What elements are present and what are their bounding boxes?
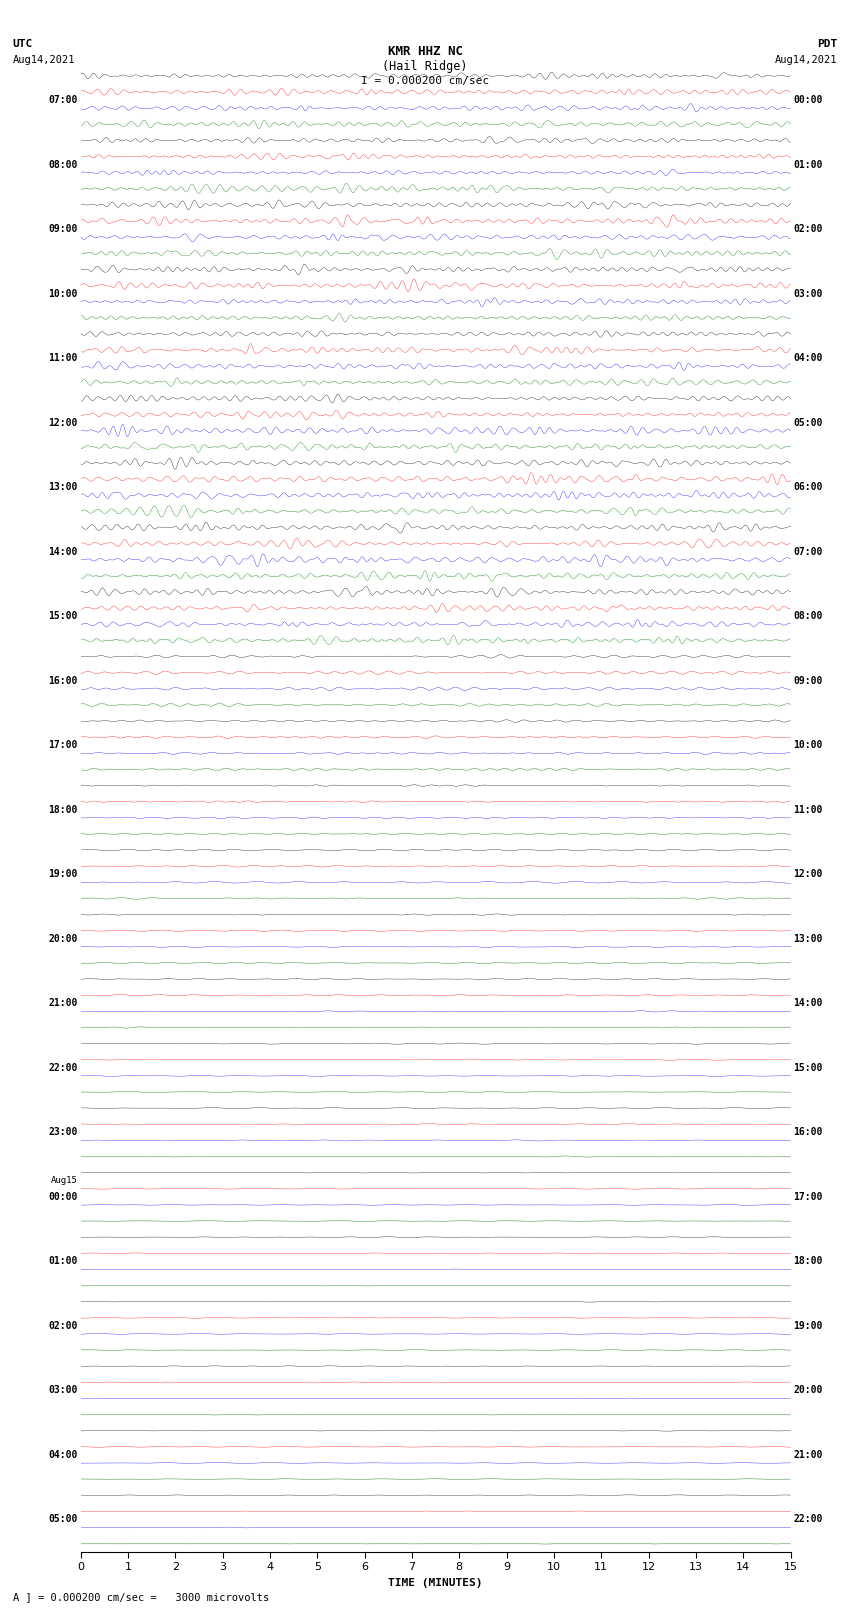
Text: Aug14,2021: Aug14,2021 [774,55,837,65]
Text: 06:00: 06:00 [793,482,823,492]
Text: 13:00: 13:00 [793,934,823,944]
X-axis label: TIME (MINUTES): TIME (MINUTES) [388,1578,483,1587]
Text: 09:00: 09:00 [48,224,78,234]
Text: 18:00: 18:00 [793,1257,823,1266]
Text: 08:00: 08:00 [793,611,823,621]
Text: 20:00: 20:00 [793,1386,823,1395]
Text: 09:00: 09:00 [793,676,823,686]
Text: 21:00: 21:00 [48,998,78,1008]
Text: A ] = 0.000200 cm/sec =   3000 microvolts: A ] = 0.000200 cm/sec = 3000 microvolts [13,1592,269,1602]
Text: 15:00: 15:00 [793,1063,823,1073]
Text: 20:00: 20:00 [48,934,78,944]
Text: 23:00: 23:00 [48,1127,78,1137]
Text: 16:00: 16:00 [48,676,78,686]
Text: 12:00: 12:00 [793,869,823,879]
Text: 11:00: 11:00 [48,353,78,363]
Text: KMR HHZ NC: KMR HHZ NC [388,45,462,58]
Text: 07:00: 07:00 [48,95,78,105]
Text: 17:00: 17:00 [793,1192,823,1202]
Text: 15:00: 15:00 [48,611,78,621]
Text: 18:00: 18:00 [48,805,78,815]
Text: 04:00: 04:00 [793,353,823,363]
Text: 03:00: 03:00 [48,1386,78,1395]
Text: 10:00: 10:00 [48,289,78,298]
Text: 07:00: 07:00 [793,547,823,556]
Text: I = 0.000200 cm/sec: I = 0.000200 cm/sec [361,76,489,85]
Text: 19:00: 19:00 [48,869,78,879]
Text: Aug15: Aug15 [51,1176,78,1186]
Text: 14:00: 14:00 [793,998,823,1008]
Text: 19:00: 19:00 [793,1321,823,1331]
Text: Aug14,2021: Aug14,2021 [13,55,76,65]
Text: 11:00: 11:00 [793,805,823,815]
Text: 02:00: 02:00 [793,224,823,234]
Text: 13:00: 13:00 [48,482,78,492]
Text: 16:00: 16:00 [793,1127,823,1137]
Text: UTC: UTC [13,39,33,48]
Text: 22:00: 22:00 [48,1063,78,1073]
Text: PDT: PDT [817,39,837,48]
Text: 10:00: 10:00 [793,740,823,750]
Text: 03:00: 03:00 [793,289,823,298]
Text: (Hail Ridge): (Hail Ridge) [382,60,468,73]
Text: 14:00: 14:00 [48,547,78,556]
Text: 00:00: 00:00 [48,1192,78,1202]
Text: 08:00: 08:00 [48,160,78,169]
Text: 21:00: 21:00 [793,1450,823,1460]
Text: 01:00: 01:00 [48,1257,78,1266]
Text: 04:00: 04:00 [48,1450,78,1460]
Text: 12:00: 12:00 [48,418,78,427]
Text: 05:00: 05:00 [48,1515,78,1524]
Text: 17:00: 17:00 [48,740,78,750]
Text: 05:00: 05:00 [793,418,823,427]
Text: 02:00: 02:00 [48,1321,78,1331]
Text: 22:00: 22:00 [793,1515,823,1524]
Text: 01:00: 01:00 [793,160,823,169]
Text: 00:00: 00:00 [793,95,823,105]
